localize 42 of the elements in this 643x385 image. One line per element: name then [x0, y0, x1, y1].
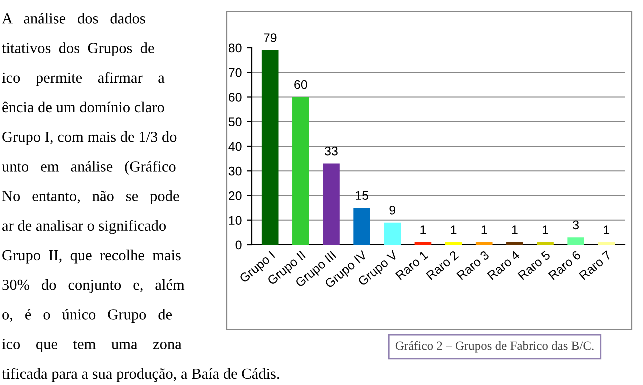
- data-label: 9: [390, 206, 396, 215]
- bar: [262, 50, 279, 245]
- y-tick-label: 60: [229, 93, 242, 102]
- bar: [568, 238, 584, 245]
- bar: [292, 97, 310, 245]
- data-label: 1: [451, 226, 457, 234]
- text: ico permite afirmar a: [2, 72, 165, 86]
- text: Grupo II, que recolhe mais: [2, 250, 181, 264]
- data-label: 1: [420, 226, 426, 234]
- text: unto em análise (Gráfico: [2, 160, 176, 176]
- text: 30% do conjunto e, além: [2, 279, 185, 294]
- y-tick-label: 30: [228, 166, 242, 176]
- x-tick-label: Raro 7: [579, 250, 612, 280]
- y-tick-label: 80: [228, 44, 242, 53]
- bar: [354, 208, 370, 245]
- text: ar de analisar o significado: [2, 220, 166, 234]
- data-label: 79: [264, 34, 277, 42]
- text: Gráfico 2 – Grupos de Fabrico das B/C.: [396, 341, 594, 353]
- data-label: 15: [356, 191, 368, 200]
- data-label: 1: [604, 226, 610, 234]
- y-tick-label: 10: [229, 216, 242, 226]
- text: ência de um domínio claro: [2, 102, 164, 113]
- data-label: 33: [325, 146, 338, 156]
- data-label: 3: [573, 220, 580, 230]
- y-tick-label: 70: [229, 68, 242, 78]
- text: titativos dos Grupos de: [2, 42, 154, 57]
- y-tick-label: 40: [228, 142, 242, 152]
- bar: [323, 164, 340, 245]
- text: o, é o único Grupo de: [2, 309, 172, 323]
- text: A análise dos dados: [2, 13, 146, 24]
- y-tick-label: 20: [229, 192, 242, 200]
- y-tick-label: 50: [228, 118, 242, 127]
- y-tick-label: 0: [236, 240, 242, 250]
- data-label: 60: [294, 80, 308, 90]
- bar: [384, 222, 402, 245]
- text: Grupo I, com mais de 1/3 do: [2, 131, 177, 146]
- text: No entanto, não se pode: [2, 190, 180, 205]
- text: ico que tem uma zona: [2, 339, 182, 353]
- data-label: 1: [512, 226, 518, 234]
- text: tificada para a sua produção, a Baía de Cádis.: [2, 368, 280, 382]
- data-label: 1: [482, 226, 488, 234]
- data-label: 1: [542, 226, 548, 234]
